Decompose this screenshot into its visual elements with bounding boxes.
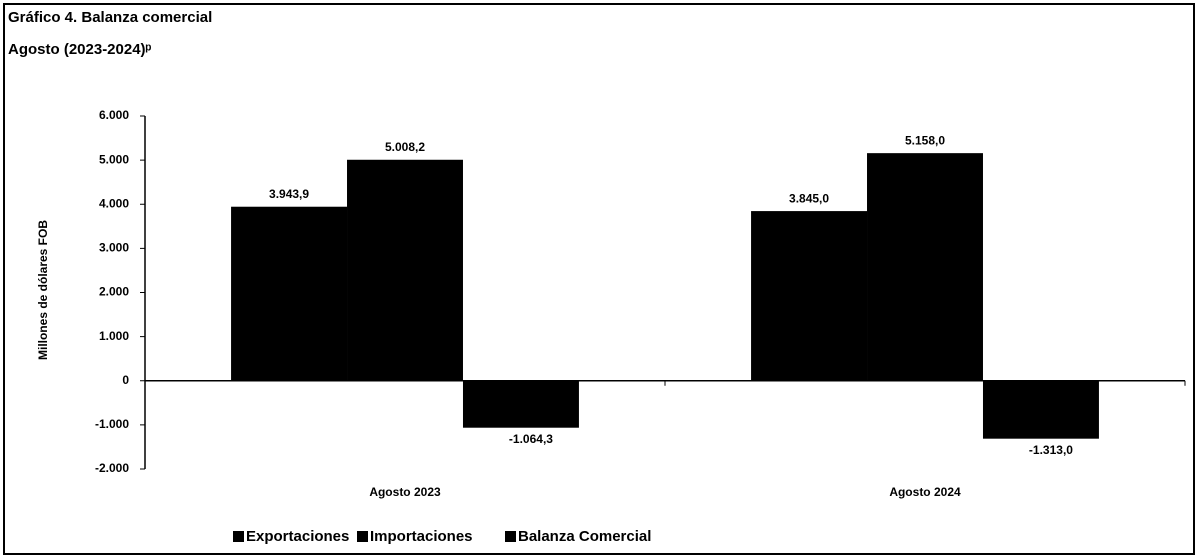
bar	[347, 159, 463, 381]
legend-swatch	[357, 531, 368, 542]
bar	[867, 153, 983, 381]
bar	[982, 380, 1099, 439]
x-tick-label: Agosto 2023	[369, 485, 441, 499]
x-tick-label: Agosto 2024	[889, 485, 961, 499]
value-label: -1.313,0	[1029, 443, 1073, 457]
y-tick-label: 6.000	[99, 108, 129, 122]
y-tick-label: -2.000	[95, 461, 129, 475]
legend-swatch	[505, 531, 516, 542]
bar	[751, 211, 868, 381]
y-tick-label: 1.000	[99, 329, 129, 343]
y-tick-label: 4.000	[99, 196, 129, 210]
legend-swatch	[233, 531, 244, 542]
legend-label: Balanza Comercial	[518, 528, 651, 545]
value-label: 5.158,0	[905, 133, 945, 147]
chart-border	[3, 3, 1195, 555]
legend-label: Importaciones	[370, 528, 473, 545]
value-label: 3.845,0	[789, 191, 829, 205]
y-tick-label: 2.000	[99, 285, 129, 299]
value-label: 5.008,2	[385, 140, 425, 154]
y-tick-label: 0	[122, 373, 129, 387]
value-label: -1.064,3	[509, 432, 553, 446]
value-label: 3.943,9	[269, 187, 309, 201]
legend-label: Exportaciones	[246, 528, 349, 545]
y-tick-label: 5.000	[99, 152, 129, 166]
y-axis-label: Millones de dólares FOB	[36, 220, 50, 360]
bar	[231, 206, 348, 381]
chart-title: Gráfico 4. Balanza comercial	[8, 9, 212, 26]
y-tick-label: -1.000	[95, 417, 129, 431]
bar	[462, 380, 579, 428]
chart-subtitle: Agosto (2023-2024)ᵖ	[8, 41, 152, 58]
y-tick-label: 3.000	[99, 241, 129, 255]
